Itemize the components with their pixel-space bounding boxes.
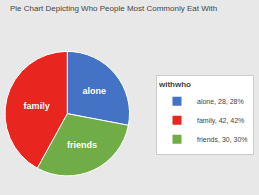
svg-text:friends: friends <box>67 140 97 150</box>
svg-text:alone: alone <box>83 86 107 96</box>
svg-text:family, 42, 42%: family, 42, 42% <box>197 117 244 125</box>
svg-text:Pie Chart Depicting Who People: Pie Chart Depicting Who People Most Comm… <box>10 4 217 13</box>
svg-text:family: family <box>24 101 50 111</box>
svg-text:friends, 30, 30%: friends, 30, 30% <box>197 136 248 143</box>
svg-text:withwho: withwho <box>158 80 191 89</box>
svg-text:alone, 28, 28%: alone, 28, 28% <box>197 98 244 105</box>
